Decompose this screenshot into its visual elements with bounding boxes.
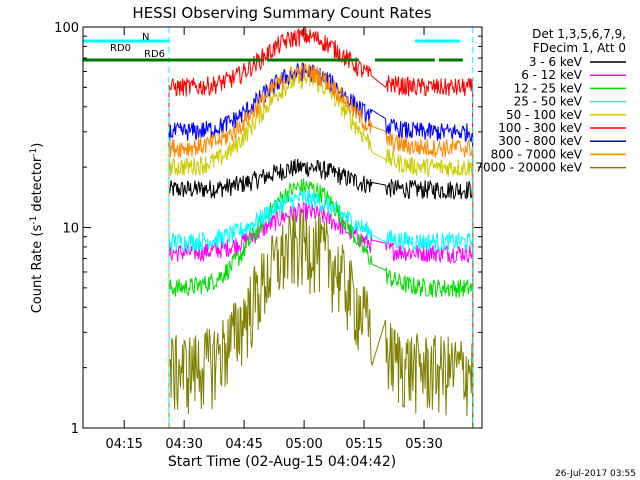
x-axis-label: Start Time (02-Aug-15 04:04:42)	[168, 454, 396, 470]
series-line	[168, 201, 474, 429]
x-tick-label: 05:15	[345, 437, 382, 452]
x-tick-label: 04:15	[105, 437, 142, 452]
data-traces	[168, 27, 474, 429]
legend-label: 25 - 50 keV	[514, 95, 583, 109]
legend-label: 3 - 6 keV	[529, 55, 583, 69]
annotation-label: RD0	[110, 43, 131, 54]
timestamp: 26-Jul-2017 03:55	[555, 469, 636, 479]
legend-label: 800 - 7000 keV	[491, 147, 583, 161]
x-tick-label: 05:00	[285, 437, 322, 452]
annotation-label: RD6	[144, 49, 165, 60]
overlay-bars: N RD0 RD6	[83, 27, 474, 428]
y-tick-label: 100	[54, 21, 79, 36]
y-axis-label-sup1: -1	[29, 216, 39, 225]
annotation-label: N	[142, 32, 149, 43]
y-tick-label: 10	[62, 222, 79, 237]
y-axis-label: Count Rate (s-1 detector-1)	[29, 143, 45, 314]
y-axis-label-mid: detector	[30, 156, 45, 216]
legend-label: 100 - 300 keV	[498, 121, 582, 135]
x-tick-label: 05:30	[405, 437, 442, 452]
legend-label: 300 - 800 keV	[498, 134, 582, 148]
legend-label: 6 - 12 keV	[521, 68, 583, 82]
series-line	[168, 70, 474, 429]
y-axis-label-main: Count Rate (s	[30, 225, 45, 314]
y-tick-label: 1	[71, 422, 79, 437]
y-axis-label-sup2: -1	[29, 148, 39, 157]
x-tick-label: 04:45	[225, 437, 262, 452]
legend-label: 7000 - 20000 keV	[475, 161, 582, 175]
series-line	[168, 209, 474, 429]
y-axis-label-end: )	[30, 143, 45, 148]
legend-header-line1: Det 1,3,5,6,7,9,	[532, 27, 626, 41]
plot-frame	[82, 26, 483, 429]
legend: Det 1,3,5,6,7,9, FDecim 1, Att 0 3 - 6 k…	[475, 27, 626, 175]
axis-ticks: 04:15 04:30 04:45 05:00 05:15 05:30 1 10 100	[54, 21, 482, 452]
legend-label: 50 - 100 keV	[506, 108, 583, 122]
chart-title: HESSI Observing Summary Count Rates	[132, 4, 431, 22]
series-line	[168, 158, 474, 429]
legend-header-line2: FDecim 1, Att 0	[533, 41, 626, 55]
series-line	[168, 189, 474, 429]
series-line	[168, 62, 474, 429]
series-line	[168, 27, 474, 429]
x-tick-label: 04:30	[165, 437, 202, 452]
legend-label: 12 - 25 keV	[514, 81, 583, 95]
